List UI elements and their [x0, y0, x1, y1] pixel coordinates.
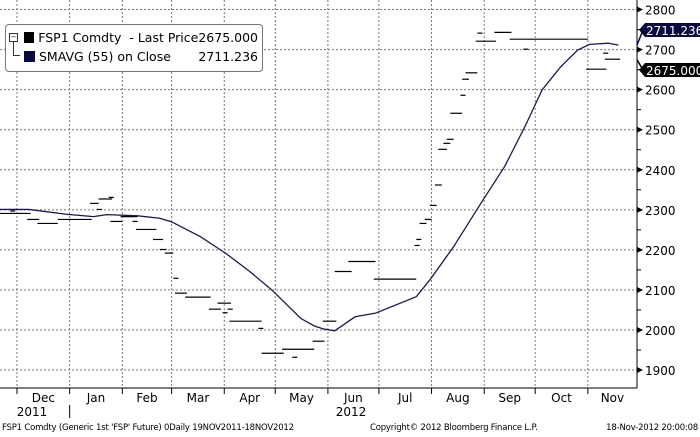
year-label: 2012	[336, 405, 367, 419]
footer-copyright: Copyright© 2012 Bloomberg Finance L.P.	[370, 423, 538, 433]
y-tick-mark	[637, 246, 643, 253]
y-tick-label: 2500	[645, 124, 676, 138]
x-tick-label: Jan	[86, 391, 106, 405]
y-tick-mark	[637, 6, 643, 13]
legend-tree-line	[13, 42, 20, 56]
x-tick-label: Feb	[136, 391, 157, 405]
y-tick-mark	[637, 86, 643, 93]
smavg-line	[0, 42, 619, 332]
y-tick-mark	[637, 286, 643, 293]
y-tick-mark	[637, 126, 643, 133]
year-label: 2011	[17, 405, 48, 419]
x-tick-label: Oct	[551, 391, 572, 405]
last-value-tag	[639, 63, 700, 77]
legend: − FSP1 Comdty - Last Price 2675.000 SMAV…	[5, 24, 263, 72]
legend-label: SMAVG (55) on Close	[39, 49, 171, 64]
legend-item-last-price: FSP1 Comdty - Last Price 2675.000	[24, 30, 258, 45]
y-tick-mark	[637, 327, 643, 333]
y-tick-label: 2800	[645, 4, 676, 18]
y-tick-mark	[637, 367, 643, 374]
y-tick-label: 1900	[645, 364, 676, 378]
legend-value: 2711.236	[198, 49, 258, 64]
footer-description: FSP1 Comdty (Generic 1st 'FSP' Future) 0…	[2, 423, 294, 433]
legend-value: 2675.000	[198, 30, 258, 45]
x-tick-label: Aug	[446, 391, 469, 405]
y-tick-label: 2000	[645, 324, 676, 338]
x-tick-label: May	[289, 391, 314, 405]
x-tick-label: Apr	[239, 391, 260, 405]
last-value-tag	[639, 23, 700, 37]
legend-item-smavg: SMAVG (55) on Close 2711.236	[24, 49, 258, 64]
legend-swatch	[24, 51, 35, 62]
y-tick-mark	[637, 206, 643, 213]
last-value-label: 2711.236	[646, 24, 700, 38]
y-tick-label: 2600	[645, 84, 676, 98]
x-tick-label: Dec	[32, 391, 55, 405]
x-tick-label: Jun	[343, 391, 363, 405]
y-tick-mark	[637, 166, 643, 173]
y-tick-mark	[637, 46, 643, 53]
last-value-label: 2675.000	[646, 64, 700, 78]
y-tick-label: 2100	[645, 284, 676, 298]
x-tick-label: Nov	[601, 391, 624, 405]
y-tick-label: 2300	[645, 204, 676, 218]
x-tick-label: Sep	[498, 391, 521, 405]
legend-label: FSP1 Comdty - Last Price	[38, 30, 199, 45]
legend-collapse-icon[interactable]: −	[9, 33, 18, 42]
x-tick-label: Jul	[397, 391, 412, 405]
y-tick-label: 2700	[645, 44, 676, 58]
footer-timestamp: 18-Nov-2012 20:00:08	[606, 423, 698, 433]
y-tick-label: 2400	[645, 164, 676, 178]
y-tick-label: 2200	[645, 244, 676, 258]
x-tick-label: Mar	[187, 391, 210, 405]
legend-swatch	[24, 32, 35, 43]
